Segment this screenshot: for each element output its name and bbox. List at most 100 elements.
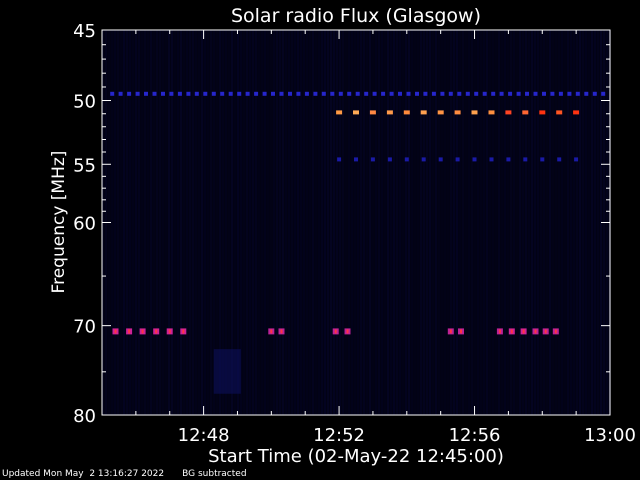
noise-column (441, 30, 443, 415)
noise-column (135, 30, 137, 415)
emission-mark (347, 91, 352, 96)
emission-mark (508, 91, 513, 96)
chart-title: Solar radio Flux (Glasgow) (231, 5, 481, 27)
emission-mark (321, 91, 326, 96)
noise-column (498, 30, 500, 415)
emission-mark (387, 157, 392, 162)
noise-column (159, 30, 161, 415)
noise-column (354, 30, 356, 415)
burst-core (510, 329, 513, 334)
noise-column (294, 30, 296, 415)
noise-column (405, 30, 407, 415)
emission-mark (455, 157, 460, 162)
noise-column (576, 30, 578, 415)
burst-core (554, 329, 557, 334)
noise-column (447, 30, 449, 415)
burst-core (280, 329, 283, 334)
emission-mark (499, 91, 504, 96)
emission-mark (254, 91, 259, 96)
emission-mark (523, 157, 528, 162)
emission-mark (354, 157, 358, 162)
emission-mark (472, 157, 477, 162)
noise-column (372, 30, 374, 415)
burst-core (128, 329, 131, 334)
noise-column (432, 30, 434, 415)
burst-core (334, 329, 337, 334)
noise-column (486, 30, 488, 415)
emission-mark (415, 91, 419, 96)
emission-mark (482, 91, 487, 96)
noise-column (144, 30, 146, 415)
emission-mark (144, 91, 148, 96)
noise-column (549, 30, 551, 415)
emission-mark (567, 91, 572, 96)
emission-mark (262, 91, 267, 96)
noise-column (315, 30, 317, 415)
noise-column (522, 30, 524, 415)
noise-column (261, 30, 263, 415)
noise-column (531, 30, 533, 415)
noise-column (357, 30, 359, 415)
noise-column (423, 30, 425, 415)
noise-column (348, 30, 350, 415)
emission-mark (135, 91, 140, 96)
noise-column (210, 30, 212, 415)
noise-column (129, 30, 131, 415)
noise-column (126, 30, 128, 415)
noise-column (534, 30, 536, 415)
emission-mark (557, 157, 562, 162)
emission-mark (601, 91, 606, 96)
noise-column (540, 30, 542, 415)
emission-mark (457, 91, 462, 96)
noise-column (240, 30, 242, 415)
emission-mark (539, 110, 546, 115)
noise-column (480, 30, 482, 415)
burst-core (449, 329, 452, 334)
y-tick-label: 55 (73, 155, 96, 176)
noise-column (324, 30, 326, 415)
emission-mark (386, 110, 393, 115)
emission-mark (203, 91, 208, 96)
noise-column (567, 30, 569, 415)
noise-column (363, 30, 365, 415)
noise-column (219, 30, 221, 415)
noise-column (429, 30, 431, 415)
emission-mark (404, 157, 409, 162)
noise-column (510, 30, 512, 415)
emission-mark (471, 110, 478, 115)
noise-column (213, 30, 215, 415)
noise-column (450, 30, 452, 415)
noise-column (234, 30, 236, 415)
burst-core (168, 329, 171, 334)
emission-mark (389, 91, 394, 96)
noise-column (573, 30, 575, 415)
burst-core (544, 329, 547, 334)
y-tick-label: 80 (73, 406, 96, 427)
noise-column (336, 30, 338, 415)
emission-mark (575, 91, 580, 96)
noise-column (225, 30, 227, 415)
emission-mark (228, 91, 233, 96)
emission-mark (488, 110, 495, 115)
noise-column (408, 30, 410, 415)
noise-patch (213, 349, 241, 394)
noise-column (297, 30, 299, 415)
noise-column (537, 30, 539, 415)
noise-column (375, 30, 377, 415)
burst-core (141, 329, 144, 334)
emission-mark (110, 91, 115, 96)
emission-mark (330, 91, 335, 96)
noise-column (306, 30, 308, 415)
noise-column (435, 30, 437, 415)
emission-mark (525, 91, 529, 96)
noise-column (453, 30, 455, 415)
emission-mark (370, 157, 375, 162)
noise-column (474, 30, 476, 415)
noise-column (519, 30, 521, 415)
background-note: BG subtracted (182, 469, 247, 479)
emission-mark (474, 91, 479, 96)
noise-column (291, 30, 293, 415)
y-tick-label: 60 (73, 214, 96, 235)
noise-column (414, 30, 416, 415)
noise-column (570, 30, 572, 415)
